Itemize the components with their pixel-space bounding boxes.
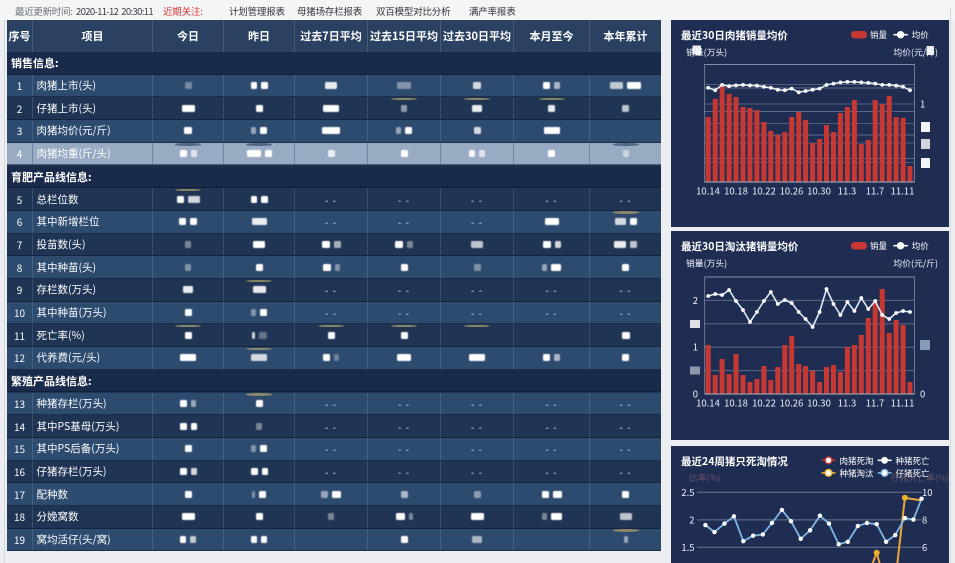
svg-text:0: 0	[693, 387, 698, 401]
svg-text:10.22: 10.22	[752, 184, 776, 198]
svg-text:11.11: 11.11	[891, 184, 915, 198]
svg-text:10: 10	[922, 485, 933, 499]
svg-text:6: 6	[922, 540, 927, 554]
svg-text:10.30: 10.30	[807, 184, 831, 198]
svg-text:比率(%): 比率(%)	[689, 471, 721, 484]
svg-text:仔猪死亡: 仔猪死亡	[896, 467, 931, 479]
svg-text:11.11: 11.11	[891, 396, 915, 410]
svg-text:11.3: 11.3	[838, 184, 856, 198]
svg-text:2: 2	[689, 513, 694, 527]
svg-text:10.18: 10.18	[724, 184, 748, 198]
svg-text:11.7: 11.7	[866, 184, 884, 198]
svg-text:1: 1	[920, 97, 925, 111]
svg-text:最近30日肉猪销量均价: 最近30日肉猪销量均价	[681, 28, 788, 43]
svg-text:销量: 销量	[870, 240, 888, 252]
svg-text:均价: 均价	[912, 29, 930, 41]
svg-text:种猪淘汰: 种猪淘汰	[840, 467, 875, 479]
svg-text:10.14: 10.14	[696, 184, 720, 198]
svg-text:仔猪死亡率(%): 仔猪死亡率(%)	[891, 471, 949, 484]
svg-text:销量(万头): 销量(万头)	[686, 257, 727, 270]
svg-text:最近24周猪只死淘情况: 最近24周猪只死淘情况	[681, 454, 788, 469]
svg-text:销量(万头): 销量(万头)	[686, 46, 727, 59]
svg-text:10.18: 10.18	[724, 396, 748, 410]
svg-text:10.14: 10.14	[696, 396, 720, 410]
svg-text:10.22: 10.22	[752, 396, 776, 410]
svg-text:1: 1	[693, 340, 698, 354]
svg-text:种猪死亡: 种猪死亡	[896, 455, 931, 467]
svg-text:均价: 均价	[912, 240, 930, 252]
svg-text:最近30日淘汰猪销量均价: 最近30日淘汰猪销量均价	[681, 239, 799, 254]
svg-text:肉猪死淘: 肉猪死淘	[840, 455, 874, 467]
svg-text:1.5: 1.5	[681, 540, 694, 554]
svg-text:10.26: 10.26	[780, 184, 804, 198]
svg-text:0: 0	[920, 387, 925, 401]
svg-text:均价(元/斤): 均价(元/斤)	[893, 257, 938, 270]
svg-text:销量: 销量	[870, 29, 888, 41]
svg-text:11.3: 11.3	[838, 396, 856, 410]
svg-text:8: 8	[922, 513, 927, 527]
svg-text:10.26: 10.26	[780, 396, 804, 410]
svg-text:2: 2	[693, 293, 698, 307]
svg-text:2.5: 2.5	[681, 485, 694, 499]
svg-text:11.7: 11.7	[866, 396, 884, 410]
svg-text:10.30: 10.30	[807, 396, 831, 410]
